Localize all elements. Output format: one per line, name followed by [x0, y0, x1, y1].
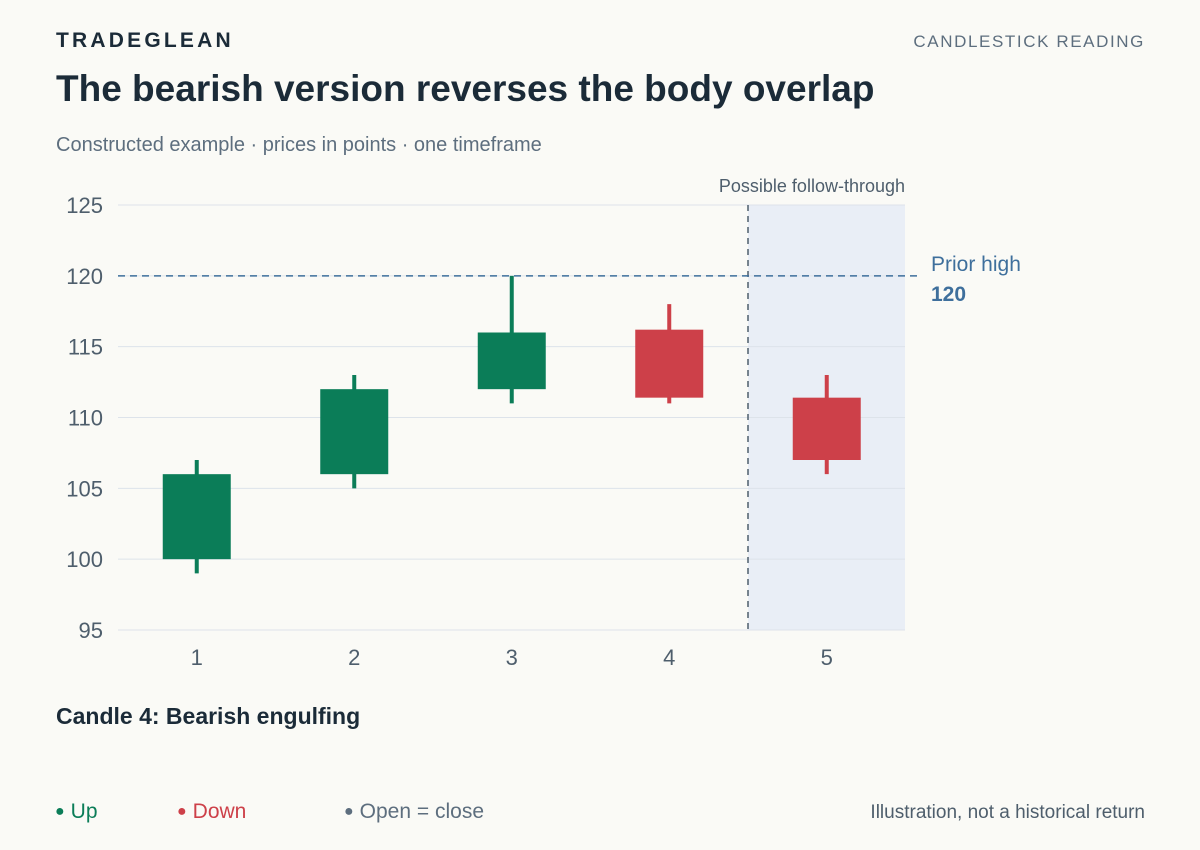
x-tick-label: 5: [821, 645, 833, 670]
x-tick-label: 2: [348, 645, 360, 670]
y-tick-label: 95: [79, 618, 103, 643]
candle-body: [162, 474, 231, 560]
candle-body: [477, 332, 546, 390]
prior-high-label: Prior high: [931, 253, 1021, 276]
legend-up-dot-icon: ●: [55, 803, 65, 820]
legend-up-label: Up: [70, 800, 98, 823]
x-tick-label: 1: [191, 645, 203, 670]
page-title: The bearish version reverses the body ov…: [56, 68, 875, 109]
y-tick-label: 100: [66, 547, 103, 572]
legend-up: ● Up: [55, 800, 98, 824]
page-subtitle: Constructed example · prices in points ·…: [56, 134, 542, 156]
y-tick-label: 125: [66, 193, 103, 218]
legend-flat: ● Open = close: [344, 800, 484, 824]
legend-down-dot-icon: ●: [177, 803, 187, 820]
x-tick-label: 3: [506, 645, 518, 670]
y-tick-label: 105: [66, 476, 103, 501]
y-tick-label: 120: [66, 264, 103, 289]
candle-body: [635, 329, 704, 398]
legend-flat-dot-icon: ●: [344, 803, 354, 820]
legend-down-label: Down: [192, 800, 247, 823]
chart-caption: Candle 4: Bearish engulfing: [56, 703, 361, 729]
section-label: CANDLESTICK READING: [913, 32, 1145, 51]
y-tick-label: 115: [68, 335, 103, 360]
brand-logo-text: TRADEGLEAN: [56, 29, 234, 52]
candle-body: [792, 397, 861, 460]
prior-high-value: 120: [931, 283, 966, 306]
legend-flat-label: Open = close: [359, 800, 485, 823]
y-tick-label: 110: [68, 406, 103, 431]
follow-through-label: Possible follow-through: [719, 176, 905, 196]
candle-body: [320, 389, 389, 475]
footnote: Illustration, not a historical return: [870, 802, 1145, 823]
legend-down: ● Down: [177, 800, 246, 824]
x-tick-label: 4: [663, 645, 675, 670]
